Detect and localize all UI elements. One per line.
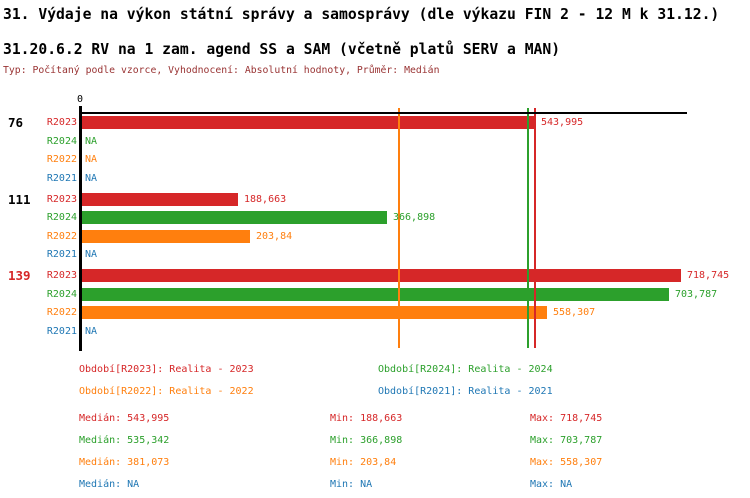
value-bar bbox=[81, 116, 535, 129]
bar-value-label: 203,84 bbox=[256, 230, 293, 242]
stat-median-r2024: Medián: 535,342 bbox=[79, 435, 170, 446]
series-tick-label: R2021 bbox=[46, 325, 77, 337]
stat-median-r2023: Medián: 543,995 bbox=[79, 413, 170, 424]
stat-median-r2021: Medián: NA bbox=[79, 479, 140, 490]
stat-median-r2022: Medián: 381,073 bbox=[79, 457, 170, 468]
legend-item-r2021: Období[R2021]: Realita - 2021 bbox=[378, 386, 553, 397]
stat-min-r2024: Min: 366,898 bbox=[330, 435, 403, 446]
report-subtitle: 31.20.6.2 RV na 1 zam. agend SS a SAM (v… bbox=[3, 41, 561, 58]
series-tick-label: R2021 bbox=[46, 249, 77, 260]
bar-na-label: NA bbox=[85, 135, 98, 147]
value-bar bbox=[81, 211, 387, 224]
stat-max-r2021: Max: NA bbox=[530, 479, 573, 490]
report-meta-line: Typ: Počítaný podle vzorce, Vyhodnocení:… bbox=[3, 65, 440, 76]
x-axis-zero-tick-label: 0 bbox=[76, 94, 84, 105]
stat-max-r2023: Max: 718,745 bbox=[530, 413, 603, 424]
stat-min-r2022: Min: 203,84 bbox=[330, 457, 397, 468]
series-tick-label: R2022 bbox=[46, 230, 77, 242]
stat-max-r2024: Max: 703,787 bbox=[530, 435, 603, 446]
series-tick-label: R2024 bbox=[46, 288, 77, 300]
legend-item-r2024: Období[R2024]: Realita - 2024 bbox=[378, 364, 553, 375]
x-axis-line bbox=[79, 112, 687, 114]
bar-na-label: NA bbox=[85, 172, 98, 184]
bar-group-label: 139 bbox=[8, 268, 31, 283]
y-axis-line bbox=[79, 106, 82, 351]
series-tick-label: R2023 bbox=[46, 117, 77, 128]
series-tick-label: R2021 bbox=[46, 172, 77, 184]
legend-item-r2023: Období[R2023]: Realita - 2023 bbox=[79, 364, 254, 375]
series-tick-label: R2023 bbox=[46, 193, 77, 205]
value-bar bbox=[81, 192, 238, 206]
stat-min-r2023: Min: 188,663 bbox=[330, 413, 403, 424]
value-bar bbox=[81, 287, 669, 301]
value-bar bbox=[81, 269, 681, 282]
series-tick-label: R2022 bbox=[46, 307, 77, 318]
series-tick-label: R2024 bbox=[46, 135, 77, 147]
median-line bbox=[527, 108, 529, 348]
bar-value-label: 703,787 bbox=[675, 288, 718, 300]
bar-group-label: 76 bbox=[8, 115, 24, 130]
bar-na-label: NA bbox=[85, 154, 98, 165]
stat-min-r2021: Min: NA bbox=[330, 479, 373, 490]
series-tick-label: R2024 bbox=[46, 212, 77, 223]
median-line bbox=[534, 108, 536, 348]
bar-value-label: 366,898 bbox=[393, 212, 436, 223]
median-line bbox=[398, 108, 400, 348]
value-bar bbox=[81, 306, 547, 319]
report-title: 31. Výdaje na výkon státní správy a samo… bbox=[3, 6, 720, 23]
bar-na-label: NA bbox=[85, 325, 98, 337]
value-bar bbox=[81, 229, 250, 243]
bar-value-label: 543,995 bbox=[541, 117, 584, 128]
bar-value-label: 718,745 bbox=[687, 270, 730, 281]
bar-group-label: 111 bbox=[8, 191, 31, 207]
stat-max-r2022: Max: 558,307 bbox=[530, 457, 603, 468]
series-tick-label: R2022 bbox=[46, 154, 77, 165]
series-tick-label: R2023 bbox=[46, 270, 77, 281]
legend-item-r2022: Období[R2022]: Realita - 2022 bbox=[79, 386, 254, 397]
bar-value-label: 188,663 bbox=[244, 193, 287, 205]
bar-na-label: NA bbox=[85, 249, 98, 260]
bar-value-label: 558,307 bbox=[553, 307, 596, 318]
